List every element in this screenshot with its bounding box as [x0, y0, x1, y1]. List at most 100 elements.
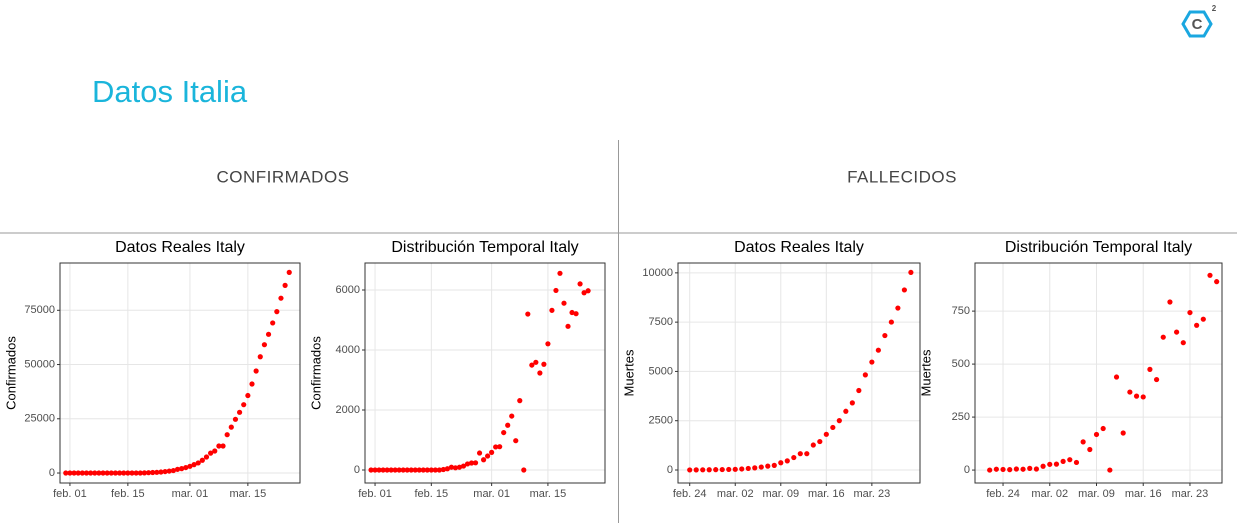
chart-title: Datos Reales Italy	[115, 239, 245, 256]
point	[1194, 322, 1200, 328]
point	[843, 408, 849, 414]
point	[856, 387, 862, 394]
point	[436, 467, 442, 473]
point	[141, 470, 148, 476]
x-tick-label: mar. 15	[230, 488, 267, 500]
point	[372, 467, 378, 473]
point	[1160, 334, 1166, 340]
point	[428, 467, 434, 473]
y-tick-label: 7500	[649, 316, 673, 328]
panel-border	[364, 262, 606, 484]
point	[561, 300, 567, 306]
point	[1120, 430, 1126, 436]
point	[133, 470, 139, 476]
point	[810, 442, 816, 448]
chart: Distribución Temporal Italy Confirmados 0 2…	[308, 239, 606, 500]
point	[388, 467, 394, 473]
y-axis-label: Confirmados	[308, 336, 323, 410]
y-tick-label: 500	[952, 358, 970, 370]
point	[456, 464, 463, 470]
x-tick-label: mar. 23	[854, 488, 891, 500]
section-title: CONFIRMADOS	[217, 167, 350, 186]
point	[549, 307, 555, 313]
point	[908, 269, 914, 276]
x-tick-label: feb. 15	[111, 488, 145, 500]
point	[791, 454, 797, 461]
y-tick-label: 250	[952, 411, 970, 423]
point	[529, 362, 535, 368]
point	[1133, 393, 1140, 399]
point	[585, 288, 591, 294]
point	[778, 460, 784, 466]
point	[700, 467, 706, 473]
point	[752, 465, 758, 471]
point	[261, 342, 268, 348]
point	[993, 466, 999, 472]
x-tick-label: mar. 02	[717, 488, 754, 500]
point	[1087, 446, 1093, 453]
point	[537, 370, 543, 376]
point	[1073, 459, 1080, 466]
point	[125, 470, 131, 476]
page-title: Datos Italia	[92, 74, 248, 109]
point	[224, 432, 230, 438]
y-tick-label: 50000	[24, 358, 55, 370]
point	[485, 453, 491, 459]
point	[440, 466, 446, 473]
point	[112, 470, 119, 476]
point	[116, 470, 123, 476]
point	[687, 467, 693, 473]
point	[191, 462, 197, 468]
point	[245, 392, 251, 399]
point	[882, 332, 888, 339]
y-tick-label: 5000	[649, 365, 673, 377]
point	[83, 470, 90, 476]
panel-border	[59, 262, 301, 484]
point	[208, 450, 214, 456]
point	[432, 467, 438, 473]
point	[497, 444, 503, 450]
point	[693, 467, 699, 473]
chart-title: Datos Reales Italy	[734, 239, 864, 256]
point	[581, 290, 587, 296]
point	[104, 470, 110, 476]
point	[1020, 466, 1026, 472]
point	[278, 295, 284, 301]
point	[1060, 458, 1066, 464]
point	[553, 287, 559, 294]
point	[380, 467, 386, 473]
y-tick-label: 0	[354, 464, 360, 476]
point	[460, 463, 467, 469]
point	[817, 438, 823, 445]
point	[1113, 374, 1120, 380]
point	[96, 470, 102, 476]
point	[1040, 463, 1046, 469]
y-axis-label: Muertes	[918, 349, 933, 396]
point	[545, 341, 551, 347]
plot-panel	[678, 263, 920, 483]
point	[541, 361, 547, 367]
point	[187, 463, 193, 469]
point	[416, 467, 422, 473]
x-tick-label: mar. 15	[530, 488, 567, 500]
point	[212, 448, 218, 454]
chart: Datos Reales Italy Confirmados 0 25000 50000…	[3, 239, 301, 500]
point	[472, 460, 479, 466]
point	[150, 469, 156, 476]
y-tick-label: 2000	[336, 404, 360, 416]
point	[1027, 465, 1033, 471]
point	[505, 422, 511, 428]
point	[732, 466, 738, 472]
point	[706, 467, 712, 473]
point	[71, 470, 77, 476]
point	[797, 451, 803, 457]
point	[784, 458, 790, 464]
point	[464, 461, 471, 467]
point	[257, 354, 263, 360]
point	[404, 467, 410, 473]
point	[63, 470, 69, 476]
point	[199, 457, 205, 463]
point	[875, 347, 881, 353]
point	[1080, 439, 1086, 445]
point	[92, 470, 98, 476]
